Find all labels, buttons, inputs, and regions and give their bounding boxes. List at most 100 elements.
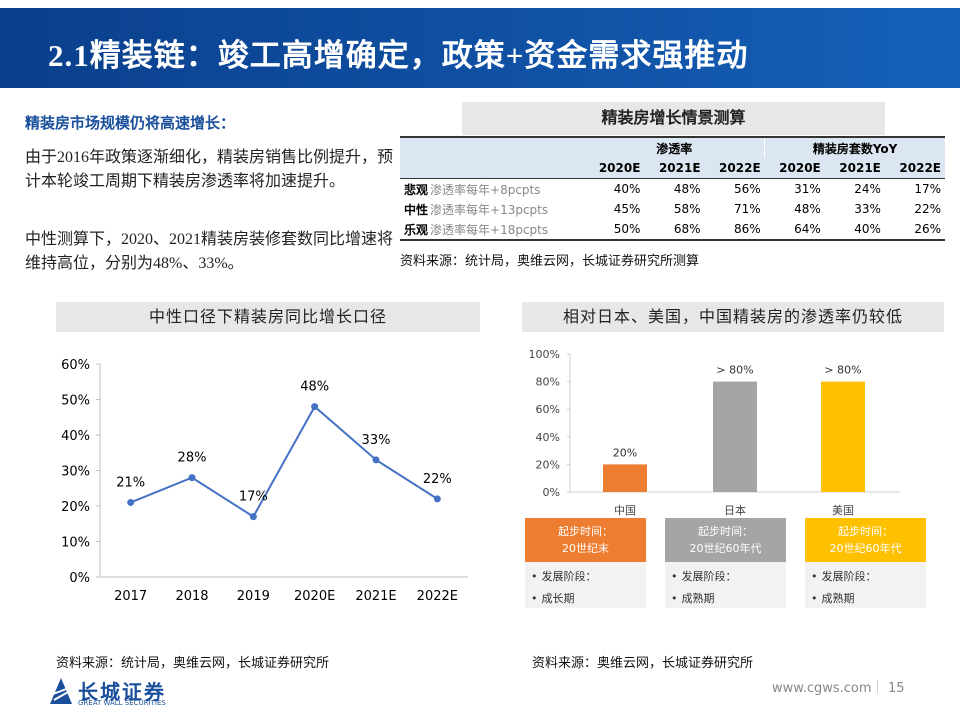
table-cell: 40% — [613, 182, 641, 196]
table-cell: 64% — [794, 222, 821, 236]
marker — [127, 498, 135, 506]
y-tick-label: 0% — [543, 486, 560, 499]
source: 资料来源：统计局，奥维云网，长城证券研究所测算 — [400, 253, 700, 268]
card-header: 起步时间： 20世纪末 — [525, 518, 646, 562]
table-cell: 48% — [673, 182, 701, 196]
column-header: 2020E — [598, 161, 641, 175]
table-row: 悲观 渗透率每年+8pcpts 40% 48% 56% 31% 24% 17% — [400, 179, 945, 200]
x-tick-label: 2021E — [355, 589, 396, 604]
data-label: > 80% — [824, 364, 861, 377]
table-cell: 86% — [733, 222, 761, 236]
bar — [713, 381, 757, 492]
y-tick-label: 0% — [69, 571, 90, 586]
marker — [433, 495, 441, 503]
data-label: 48% — [300, 380, 329, 395]
table-cell: 56% — [733, 182, 761, 196]
y-tick-label: 10% — [61, 536, 90, 551]
header-bar — [0, 8, 960, 88]
card-item-text: 成熟期 — [681, 592, 715, 605]
bar — [603, 464, 647, 492]
card-item: • 发展阶段： — [671, 568, 786, 584]
column-header: 2022E — [719, 161, 761, 175]
card-item: • 发展阶段： — [811, 568, 926, 584]
y-tick-label: 20% — [61, 500, 90, 515]
table-cell: 40% — [854, 222, 881, 236]
intro-heading: 精装房市场规模仍将高速增长： — [25, 116, 236, 132]
card-item-text: 发展阶段： — [541, 570, 597, 583]
marker — [311, 403, 319, 411]
card: 起步时间： 20世纪60年代 • 发展阶段： • 成熟期 — [665, 518, 786, 608]
y-tick-label: 30% — [61, 465, 90, 480]
row-label-cell: 乐观 渗透率每年+18pcpts — [400, 219, 584, 240]
card-item: • 成熟期 — [811, 590, 926, 606]
table-cell: 48% — [794, 202, 821, 216]
card-header: 起步时间： 20世纪60年代 — [805, 518, 926, 562]
bullet: • — [671, 570, 678, 583]
card-item: • 发展阶段： — [531, 568, 646, 584]
card-item: • 成长期 — [531, 590, 646, 606]
row-note: 渗透率每年+18pcpts — [430, 222, 549, 237]
card-item-text: 成长期 — [541, 592, 575, 605]
group-header: 渗透率 — [656, 141, 693, 156]
card-header-text: 20世纪60年代 — [689, 542, 762, 555]
row-note: 渗透率每年+8pcpts — [430, 182, 541, 197]
card: 起步时间： 20世纪末 • 发展阶段： • 成长期 — [525, 518, 646, 608]
row-label: 乐观 — [404, 222, 429, 237]
y-tick-label: 40% — [61, 429, 90, 444]
logo-text: 长城证券 — [78, 682, 166, 704]
column-header: 2022E — [899, 161, 941, 175]
chart-title: 相对日本、美国，中国精装房的渗透率仍较低 — [522, 302, 944, 332]
card-item: • 成熟期 — [671, 590, 786, 606]
card-header-text: 起步时间： — [698, 525, 753, 538]
table-cell: 24% — [854, 182, 881, 196]
table-cell: 31% — [794, 182, 821, 196]
bullet: • — [531, 592, 538, 605]
x-tick-label: 中国 — [614, 504, 636, 517]
card-header-text: 起步时间： — [558, 525, 613, 538]
card-header-text: 20世纪60年代 — [829, 542, 902, 555]
data-label: 21% — [116, 475, 145, 490]
x-tick-label: 2017 — [114, 589, 147, 604]
data-label: 17% — [239, 490, 268, 505]
x-tick-label: 2020E — [294, 589, 335, 604]
data-label: 20% — [613, 446, 637, 459]
bar — [821, 381, 865, 492]
line — [130, 405, 438, 519]
card: 起步时间： 20世纪60年代 • 发展阶段： • 成熟期 — [805, 518, 926, 608]
table-row: 2020E 2021E 2022E 2020E 2021E 2022E — [400, 158, 945, 179]
table-cell: 26% — [914, 222, 941, 236]
table-cell: 33% — [854, 202, 881, 216]
card-header-text: 起步时间： — [838, 525, 893, 538]
table-cell: 45% — [613, 202, 641, 216]
table-title: 精装房增长情景测算 — [462, 102, 885, 135]
marker — [372, 456, 380, 464]
data-label: 28% — [178, 451, 207, 466]
logo-subtext: GREAT WALL SECURITIES — [78, 699, 166, 707]
slide-title: 2.1精装链：竣工高增确定，政策+资金需求强推动 — [48, 38, 749, 73]
table-row: 乐观 渗透率每年+18pcpts 50% 68% 86% 64% 40% 26% — [400, 219, 945, 240]
y-tick-label: 60% — [536, 403, 560, 416]
x-tick-label: 美国 — [832, 504, 854, 517]
y-tick-label: 60% — [61, 358, 90, 373]
table-cell: 22% — [914, 202, 941, 216]
x-tick-label: 日本 — [724, 503, 746, 517]
table: 渗透率 精装房套数YoY 2020E 2021E 2022E 2020E 2021E 2022… — [400, 136, 945, 241]
table-row: 中性 渗透率每年+13pcpts 45% 58% 71% 48% 33% 22% — [400, 199, 945, 219]
row-note: 渗透率每年+13pcpts — [430, 202, 549, 217]
page-number: 15 — [888, 681, 905, 696]
card-item-text: 发展阶段： — [821, 570, 877, 583]
marker — [188, 474, 196, 482]
paragraph: 中性测算下，2020、2021精装房装修套数同比增速将维持高位，分别为48%、3… — [25, 231, 394, 272]
marker — [249, 513, 257, 521]
table-row: 渗透率 精装房套数YoY — [400, 137, 945, 158]
card-header: 起步时间： 20世纪60年代 — [665, 518, 786, 562]
column-header: 2020E — [779, 161, 821, 175]
x-tick-label: 2022E — [417, 589, 458, 604]
column-header: 2021E — [839, 161, 881, 175]
row-label-cell: 中性 渗透率每年+13pcpts — [400, 199, 584, 219]
data-label: > 80% — [716, 364, 753, 377]
row-label: 悲观 — [404, 182, 429, 197]
y-tick-label: 100% — [529, 348, 560, 361]
